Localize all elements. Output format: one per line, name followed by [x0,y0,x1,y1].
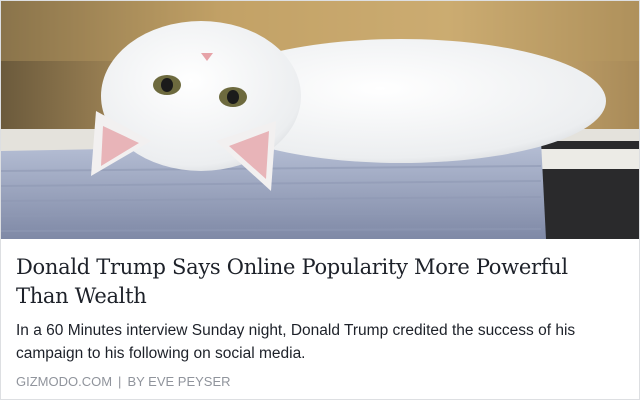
article-description: In a 60 Minutes interview Sunday night, … [16,322,576,362]
preview-image[interactable] [1,1,639,239]
article-title[interactable]: Donald Trump Says Online Popularity More… [16,255,568,308]
author-byline: BY EVE PEYSER [127,374,231,389]
kitten-image-icon [1,1,639,239]
article-meta: GIZMODO.COM | BY EVE PEYSER [16,374,231,389]
meta-separator: | [118,374,122,389]
source-domain: GIZMODO.COM [16,374,113,389]
